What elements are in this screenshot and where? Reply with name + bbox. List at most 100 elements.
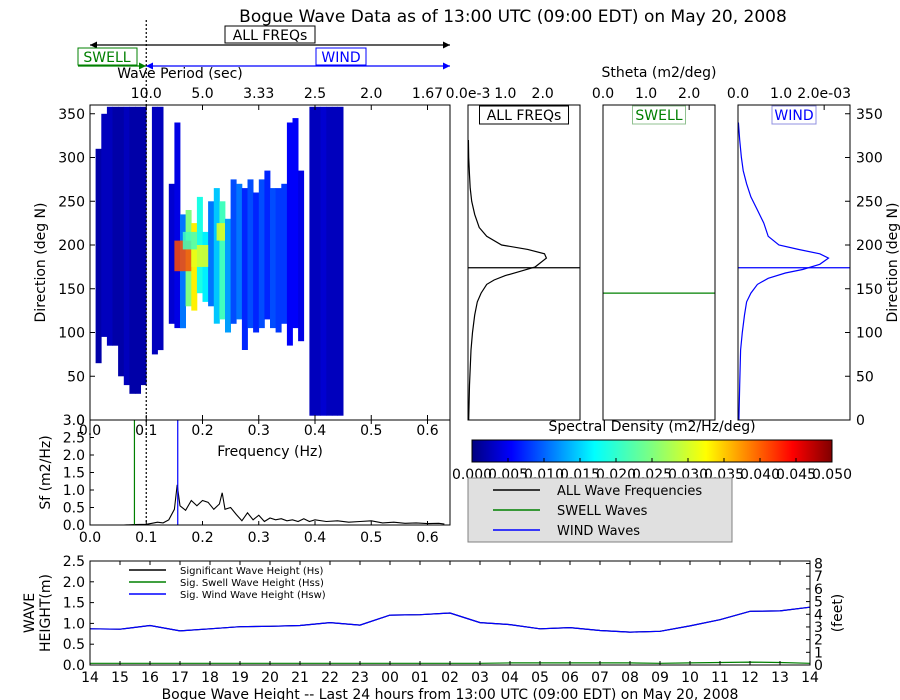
- heatmap-cell: [174, 122, 181, 329]
- stheta-right-axis-label: Direction (deg N): [885, 203, 900, 323]
- stheta-top-tick-label: 1.0: [635, 86, 657, 102]
- heatmap-cell: [151, 106, 158, 355]
- heatmap-cell: [298, 170, 305, 342]
- top-legend: ALL FREQs SWELL WIND: [77, 25, 450, 70]
- heatmap-cell: [101, 113, 108, 337]
- history-x-tick-label: 20: [261, 670, 279, 686]
- stheta-top-tick-label: 0.0: [592, 86, 614, 102]
- stheta-top-tick-label: 2.0: [532, 86, 554, 102]
- history-right-tick-label: 2: [814, 633, 823, 649]
- history-y-tick-label: 1.0: [63, 616, 85, 632]
- stheta-top-tick-label: 0.0e-3: [446, 86, 491, 102]
- stheta-top-axis-label: Stheta (m2/deg): [602, 65, 717, 81]
- stheta-curve: [737, 122, 830, 421]
- heatmap-top-tick-label: 5.0: [191, 86, 213, 102]
- heatmap-cell: [236, 183, 243, 320]
- history-x-tick-label: 07: [591, 670, 609, 686]
- stheta-title-box: [632, 105, 686, 125]
- history-x-tick-label: 03: [471, 670, 489, 686]
- heatmap-cell: [309, 106, 316, 416]
- history-right-tick-label: 5: [814, 595, 823, 611]
- stheta-right-tick-label: 300: [856, 151, 883, 167]
- history-right-tick-label: 4: [814, 607, 823, 623]
- sf-y-axis-label: Sf (m2/Hz): [38, 435, 54, 509]
- swell-box: [77, 47, 138, 66]
- heatmap-y-tick-label: 250: [58, 194, 85, 210]
- wave-height-history-panel: 14 15 16 17 18 19 20 21 22 23 00 01 02 03 04 05 06 07 08 09…: [22, 554, 846, 700]
- history-y-tick-label: 1.5: [63, 596, 85, 612]
- heatmap-y-tick-label: 150: [58, 282, 85, 298]
- history-x-tick-label: 05: [531, 670, 549, 686]
- stheta-right-tick-label: 150: [856, 282, 883, 298]
- stheta-right-tick-label: 50: [856, 369, 874, 385]
- history-right-tick-label: 7: [814, 569, 823, 585]
- history-right-tick-label: 8: [814, 557, 823, 573]
- sf-x-tick-label: 0.2: [191, 530, 213, 546]
- heatmap-cell: [230, 179, 237, 324]
- frequency-spectrum-panel: 0.0 0.1 0.2 0.3 0.4 0.5 0.60.00.51.01.52.02.53…: [38, 413, 451, 546]
- direction-spectrum-panel: 0.0 0.1 0.2 0.3 0.4 0.5 0.60501001502002503003…: [33, 20, 451, 439]
- height-series-line: [89, 606, 811, 633]
- history-x-tick-label: 12: [741, 670, 759, 686]
- heatmap-cell: [129, 106, 136, 394]
- history-x-tick-label: 01: [411, 670, 429, 686]
- history-y-axis-label-line2: HEIGHT(m): [38, 574, 54, 652]
- sf-y-tick-label: 0.0: [63, 518, 85, 534]
- heatmap-y-tick-label: 50: [67, 369, 85, 385]
- heatmap-cell: [106, 106, 113, 346]
- sf-x-tick-label: 0.0: [79, 530, 101, 546]
- heatmap-x-tick-label: 0.2: [191, 423, 213, 439]
- colorbar-tick-label: 0.050: [812, 467, 852, 483]
- heatmap-top-tick-label: 2.0: [360, 86, 382, 102]
- history-right-tick-label: 0: [814, 658, 823, 674]
- stheta-right-tick-label: 200: [856, 238, 883, 254]
- all-freqs-arrow-left-head: [90, 41, 97, 49]
- stheta-top-tick-label: 2.0: [678, 86, 700, 102]
- colorbar-panel: Spectral Density (m2/Hz/deg)0.0000.0050.…: [452, 419, 852, 483]
- heatmap-cell: [157, 106, 164, 351]
- height-series-line: [89, 606, 811, 633]
- stheta-frame: [602, 104, 716, 421]
- heatmap-cell: [286, 122, 293, 346]
- sf-y-tick-label: 2.5: [63, 431, 85, 447]
- heatmap-cell: [275, 188, 282, 333]
- legend-label: SWELL Waves: [557, 504, 648, 519]
- heatmap-cell: [118, 106, 125, 377]
- history-y-tick-label: 2.0: [63, 575, 85, 591]
- history-x-tick-label: 22: [321, 670, 339, 686]
- heatmap-cell: [219, 201, 226, 320]
- heatmap-cell: [135, 106, 141, 394]
- legend-label: ALL Wave Frequencies: [557, 484, 702, 499]
- history-x-tick-label: 14: [81, 670, 99, 686]
- sf-y-tick-label: 1.0: [63, 483, 85, 499]
- history-x-axis-label: Bogue Wave Height -- Last 24 hours from …: [162, 687, 739, 700]
- history-x-tick-label: 08: [621, 670, 639, 686]
- heatmap-cell: [270, 188, 276, 329]
- wind-arrow-right-head: [443, 62, 450, 70]
- stheta-top-tick-label: 1.0: [494, 86, 516, 102]
- stheta-title: ALL FREQs: [487, 108, 562, 124]
- history-x-tick-label: 19: [231, 670, 249, 686]
- wind-box: [315, 47, 367, 66]
- all-freqs-label: ALL FREQs: [233, 28, 308, 44]
- history-y-axis-label-line1: WAVE: [22, 593, 38, 633]
- heatmap-top-tick-label: 1.67: [412, 86, 443, 102]
- stheta-swell-panel: 0.0 1.0 2.0 SWELL: [592, 86, 716, 421]
- sf-x-tick-label: 0.3: [248, 530, 270, 546]
- stheta-right-tick-label: 100: [856, 326, 883, 342]
- heatmap-cell: [253, 192, 260, 333]
- stheta-title: WIND: [774, 108, 813, 124]
- swell-arrow-head: [139, 62, 146, 70]
- colorbar-tick-label: 0.045: [776, 467, 816, 483]
- history-legend-label: Sig. Swell Wave Height (Hss): [180, 578, 324, 589]
- heatmap-y-tick-label: 100: [58, 326, 85, 342]
- history-x-tick-label: 06: [561, 670, 579, 686]
- all-freqs-box: [224, 25, 316, 44]
- heatmap-top-tick-label: 3.33: [243, 86, 274, 102]
- history-y-tick-label: 0.0: [63, 658, 85, 674]
- history-y-tick-label: 0.5: [63, 637, 85, 653]
- sf-x-tick-label: 0.5: [360, 530, 382, 546]
- heatmap-x-tick-label: 0.1: [135, 423, 157, 439]
- heatmap-cell: [326, 106, 333, 416]
